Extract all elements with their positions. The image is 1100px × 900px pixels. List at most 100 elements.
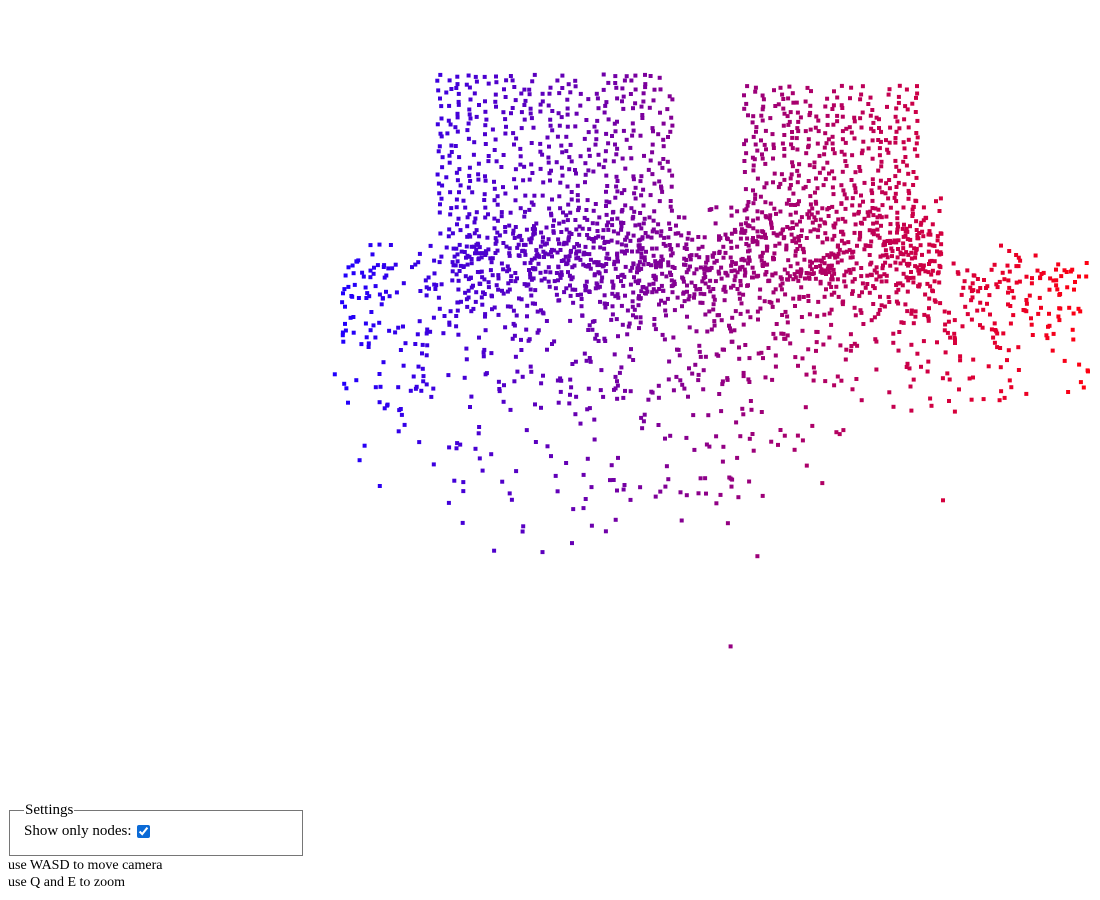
graph-node [542,255,546,259]
graph-node [665,296,670,301]
graph-node [725,377,730,382]
graph-node [539,405,543,410]
graph-node [811,365,816,370]
node-cloud-canvas[interactable] [0,0,1100,800]
graph-node [473,74,478,79]
graph-node [744,138,748,143]
graph-node [510,106,515,110]
graph-node [825,113,830,118]
graph-node [939,231,944,236]
graph-node [893,140,898,145]
graph-node [529,369,534,374]
graph-node [656,423,661,427]
graph-node [978,300,983,305]
graph-node [840,216,845,221]
graph-node [707,207,712,212]
graph-node [953,341,957,345]
graph-node [773,104,778,108]
graph-node [438,96,442,101]
graph-node [449,87,454,91]
graph-node [810,423,815,428]
graph-node [593,142,598,147]
graph-node [703,476,708,481]
graph-node [850,291,855,296]
graph-node [808,194,813,199]
graph-node [925,369,930,374]
graph-node [958,354,963,359]
graph-node [840,106,845,110]
graph-node [619,227,624,232]
graph-node [417,319,422,324]
graph-node [735,455,740,460]
graph-node [814,258,818,263]
graph-node [789,202,793,207]
graph-node [709,327,714,332]
graph-node [788,212,793,217]
graph-node [877,308,882,312]
graph-node [604,212,609,217]
graph-node [550,128,555,133]
graph-node [539,278,544,283]
graph-node [463,274,468,279]
graph-node [579,297,584,301]
graph-node [761,356,765,361]
graph-node [763,214,768,219]
graph-node [509,111,513,116]
graph-node [538,270,543,275]
graph-node [930,288,935,293]
graph-node [782,336,787,341]
graph-node [638,133,643,138]
graph-node [474,228,479,233]
graph-node [871,213,876,218]
graph-node [609,238,614,243]
graph-node [611,159,616,164]
settings-legend: Settings [25,802,74,818]
graph-viewport[interactable] [0,0,1100,800]
graph-node [762,299,767,304]
graph-node [906,196,911,201]
graph-node [447,320,452,325]
graph-node [840,137,845,142]
graph-node [1029,281,1034,286]
graph-node [636,281,640,286]
graph-node [723,250,728,255]
graph-node [705,258,710,263]
graph-node [691,413,696,418]
graph-node [835,374,840,379]
graph-node [901,271,906,276]
graph-node [858,231,862,236]
graph-node [676,347,681,352]
graph-node [481,290,485,295]
show-only-nodes-checkbox[interactable] [136,825,150,838]
graph-node [879,279,884,284]
graph-node [626,324,631,329]
graph-node [495,248,500,253]
graph-node [654,230,659,235]
graph-node [529,293,534,298]
graph-node [918,263,923,268]
graph-node [903,233,908,238]
graph-node [483,328,488,333]
graph-node [480,468,485,473]
graph-node [851,267,856,272]
graph-node [527,207,532,212]
graph-node [915,118,920,123]
graph-node [530,301,535,306]
graph-node [785,320,790,325]
graph-node [700,244,705,249]
graph-node [564,261,569,266]
graph-node [843,206,848,211]
graph-node [891,240,896,245]
graph-node [663,436,667,441]
graph-node [507,267,512,272]
graph-node [437,260,442,265]
graph-node [826,214,831,218]
graph-node [381,360,386,365]
show-only-nodes-row[interactable]: Show only nodes: [24,823,150,840]
graph-node [424,285,429,290]
graph-node [728,239,733,244]
graph-node [543,251,548,256]
graph-node [959,292,964,297]
graph-node [997,398,1002,403]
graph-node [620,86,625,91]
